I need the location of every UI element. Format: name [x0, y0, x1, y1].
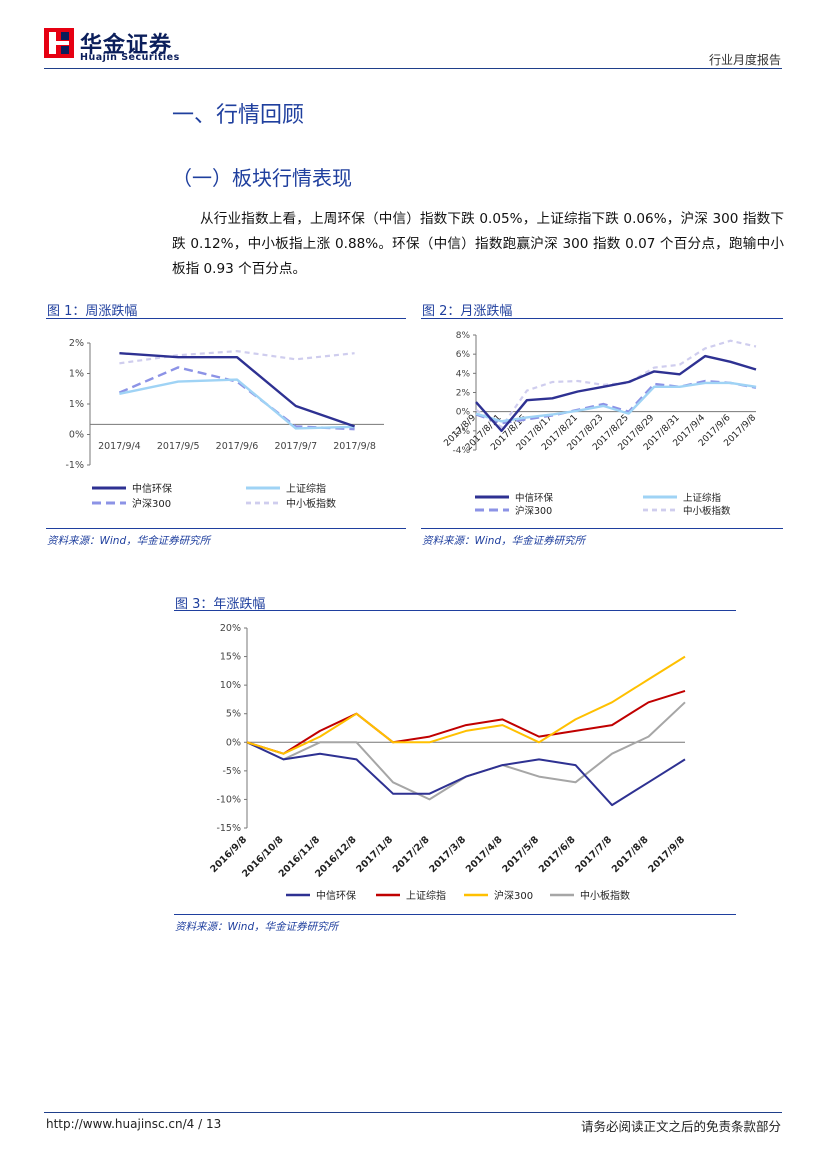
legend-label: 沪深300: [515, 505, 552, 517]
y-tick-label: 2%: [69, 338, 84, 349]
y-tick-label: 2%: [456, 389, 471, 399]
y-tick-label: 4%: [456, 369, 471, 379]
series-line-0: [475, 354, 757, 433]
series-line-2: [246, 655, 686, 755]
footer-disclaimer: 请务必阅读正文之后的免责条款部分: [580, 1119, 781, 1134]
y-tick-label: 6%: [456, 350, 471, 360]
summary-paragraph: 从行业指数上看，上周环保（中信）指数下跌 0.05%，上证综指下跌 0.06%，…: [172, 211, 784, 277]
figure-1-title: 图 1：周涨跌幅: [47, 304, 138, 319]
brand-name-en: Huajin Securities: [80, 52, 180, 63]
legend-label: 中小板指数: [683, 505, 731, 517]
legend-label: 上证综指: [683, 492, 722, 504]
yearly-change-chart: 20%15%10%5%0%-5%-10%-15%2016/9/82016/10/…: [208, 623, 687, 902]
x-tick-label: 2017/9/5: [157, 441, 200, 452]
y-tick-label: -2%: [452, 427, 470, 437]
figure-2-title: 图 2：月涨跌幅: [422, 304, 513, 319]
figure-2-rule: [421, 318, 783, 319]
x-tick-label: 2017/9/6: [216, 441, 259, 452]
x-tick-label: 2017/9/4: [98, 441, 141, 452]
figure-2-source: 资料来源：Wind，华金证券研究所: [422, 535, 586, 547]
x-tick-label: 2017/9/8: [646, 834, 687, 875]
y-tick-label: 0%: [69, 430, 84, 441]
legend-label: 中信环保: [316, 889, 356, 902]
x-tick-label: 2017/1/8: [354, 834, 395, 875]
figure-1-rule: [46, 318, 406, 319]
series-line-1: [475, 381, 757, 423]
brand-name-cn: 华金证券: [80, 33, 173, 58]
figure-3-bottom-rule: [174, 914, 736, 915]
series-line-1: [246, 689, 686, 755]
y-tick-label: 0%: [456, 408, 471, 418]
figure-1-bottom-rule: [46, 528, 406, 529]
y-tick-label: -5%: [223, 766, 242, 777]
series-line-1: [119, 378, 355, 430]
y-tick-label: 8%: [456, 331, 471, 341]
legend-label: 中信环保: [515, 492, 554, 504]
legend-label: 中小板指数: [580, 889, 630, 902]
y-tick-label: 0%: [226, 737, 241, 748]
subsection-heading: （一）板块行情表现: [172, 166, 352, 190]
footer-rule: [44, 1112, 782, 1113]
figure-3-title: 图 3：年涨跌幅: [175, 597, 266, 612]
huajin-logo-icon: [44, 28, 74, 58]
x-tick-label: 2017/4/8: [464, 834, 505, 875]
x-tick-label: 2017/6/8: [537, 834, 578, 875]
monthly-change-chart: 8%6%4%2%0%-2%-4%2017/8/92017/8/112017/8/…: [442, 331, 758, 517]
weekly-change-chart: 2% 1% 1% 0% -1% 2017/9/4 2017/9/5 2017/9/6 2017/…: [66, 338, 384, 510]
y-tick-label: -15%: [216, 823, 241, 834]
y-tick-label: 10%: [220, 680, 241, 691]
legend-label: 上证综指: [286, 482, 326, 495]
series-line-0: [119, 352, 355, 428]
x-tick-label: 2017/3/8: [427, 834, 468, 875]
y-tick-label: 1%: [69, 399, 84, 410]
y-tick-label: 5%: [226, 709, 241, 720]
legend-label: 上证综指: [406, 889, 446, 902]
legend-label: 中信环保: [132, 482, 172, 495]
footer-url: http://www.huajinsc.cn/4 / 13: [46, 1117, 222, 1131]
legend-label: 沪深300: [132, 497, 171, 510]
y-tick-label: 1%: [69, 369, 84, 380]
y-tick-label: -4%: [452, 446, 470, 456]
x-tick-label: 2017/9/7: [274, 441, 317, 452]
y-tick-label: 15%: [220, 652, 241, 663]
x-tick-label: 2017/9/8: [333, 441, 376, 452]
document-type: 行业月度报告: [708, 53, 781, 67]
figure-3-source: 资料来源：Wind，华金证券研究所: [175, 921, 339, 933]
x-tick-label: 2017/2/8: [391, 834, 432, 875]
x-tick-label: 2017/8/8: [610, 834, 651, 875]
legend-label: 沪深300: [494, 889, 533, 902]
series-line-3: [246, 701, 686, 801]
section-heading: 一、行情回顾: [172, 103, 305, 128]
figure-2-bottom-rule: [421, 528, 783, 529]
x-tick-label: 2017/7/8: [573, 834, 614, 875]
legend-label: 中小板指数: [286, 497, 336, 510]
series-line-3: [119, 350, 355, 365]
figure-3-rule: [174, 610, 736, 611]
x-tick-label: 2017/5/8: [500, 834, 541, 875]
series-line-2: [118, 366, 355, 431]
y-tick-label: -1%: [66, 460, 85, 471]
y-tick-label: -10%: [216, 794, 241, 805]
y-tick-label: 20%: [220, 623, 241, 634]
header-rule: [44, 68, 782, 69]
figure-1-source: 资料来源：Wind，华金证券研究所: [47, 535, 211, 547]
series-line-2: [475, 379, 757, 425]
series-line-0: [246, 741, 686, 807]
